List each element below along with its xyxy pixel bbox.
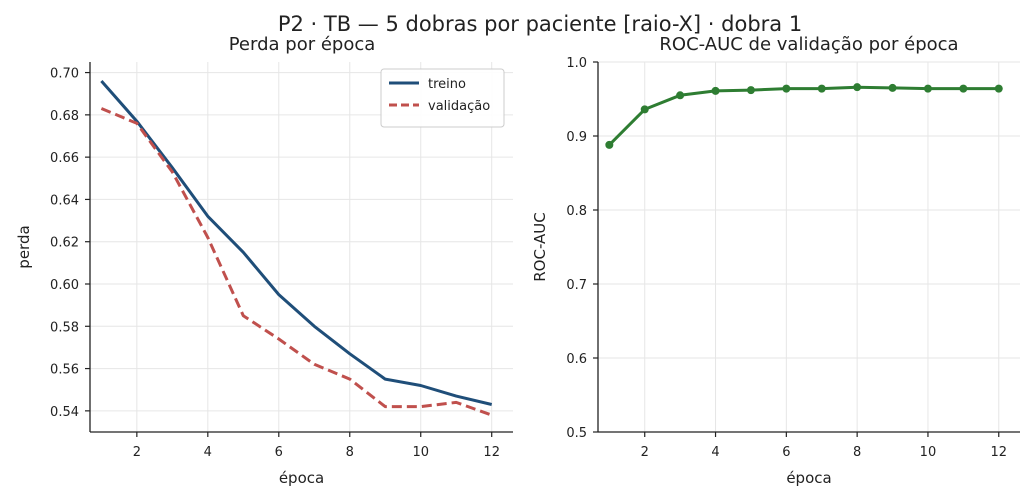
data-point (888, 83, 897, 92)
series-line-treino (100, 80, 493, 406)
x-tick-label: 8 (346, 445, 354, 460)
x-tick-label: 12 (483, 445, 500, 460)
series-line-series-1 (608, 85, 999, 146)
y-tick-label: 0.56 (50, 363, 79, 378)
x-tick-label: 10 (412, 445, 429, 460)
y-axis-label: ROC-AUC (531, 212, 549, 282)
x-axis-label: época (279, 469, 324, 487)
y-tick-label: 0.7 (566, 278, 587, 293)
x-tick-label: 6 (782, 445, 790, 460)
x-axis-label: época (786, 469, 831, 487)
x-tick-label: 2 (133, 445, 141, 460)
panel-1: 2 4 6 8 10 12 0.54 0.56 0.58 0.60 0.62 0.64 0.66 0.68… (15, 34, 513, 487)
panel-2: 2 4 6 8 10 12 0.5 0.6 0.7 0.8 0.9 1.0 ROC-AUC de val… (531, 34, 1020, 487)
x-tick-label: 2 (641, 445, 649, 460)
series-line-validação (100, 107, 493, 417)
x-tick-label: 10 (920, 445, 937, 460)
legend: treino validação (380, 68, 505, 128)
y-tick-label: 0.5 (566, 426, 587, 441)
data-point (605, 140, 614, 149)
y-tick-label: 0.70 (50, 67, 79, 82)
data-point (817, 84, 826, 93)
x-tick-label: 12 (990, 445, 1007, 460)
x-tick-label: 4 (711, 445, 719, 460)
data-point (782, 84, 791, 93)
data-point (676, 91, 685, 100)
y-tick-label: 0.58 (50, 320, 79, 335)
x-tick-label: 8 (853, 445, 861, 460)
panel-title: Perda por época (229, 34, 376, 55)
y-tick-label: 1.0 (566, 56, 587, 71)
legend-label: validação (428, 99, 490, 114)
data-point (923, 84, 932, 93)
figure-suptitle: P2 · TB — 5 dobras por paciente [raio-X]… (278, 12, 802, 36)
y-axis-label: perda (15, 225, 33, 268)
data-point (746, 86, 755, 95)
data-point (853, 83, 862, 92)
y-tick-label: 0.62 (50, 236, 79, 251)
y-tick-label: 0.68 (50, 109, 79, 124)
panel-title: ROC-AUC de validação por época (659, 34, 958, 55)
y-tick-label: 0.66 (50, 151, 79, 166)
x-tick-label: 4 (204, 445, 212, 460)
y-tick-label: 0.8 (566, 204, 587, 219)
y-tick-label: 0.60 (50, 278, 79, 293)
data-point (994, 84, 1003, 93)
data-point (959, 84, 968, 93)
x-tick-label: 6 (275, 445, 283, 460)
data-point (711, 86, 720, 95)
legend-label: treino (428, 77, 466, 92)
y-tick-label: 0.6 (566, 352, 587, 367)
y-tick-label: 0.54 (50, 405, 79, 420)
data-point (640, 105, 649, 114)
y-tick-label: 0.9 (566, 130, 587, 145)
y-tick-label: 0.64 (50, 193, 79, 208)
